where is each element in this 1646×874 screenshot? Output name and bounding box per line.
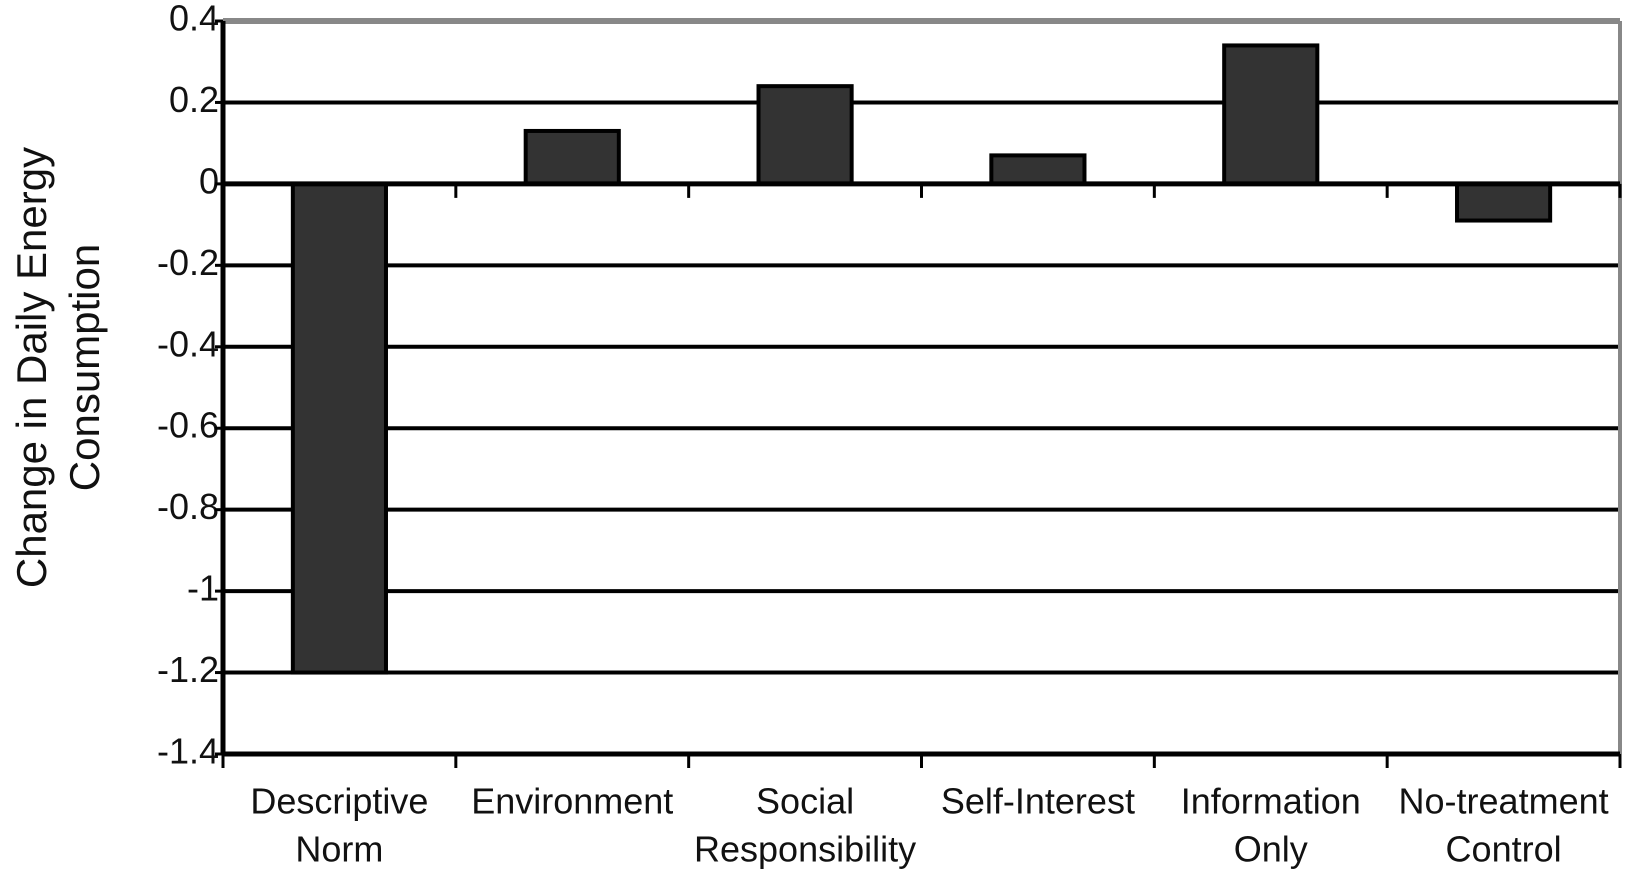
y-tick-label: -0.8 bbox=[157, 486, 219, 527]
bar bbox=[523, 128, 621, 186]
bar bbox=[290, 181, 388, 675]
x-tick-label: Responsibility bbox=[694, 829, 916, 870]
x-tick-label: Self-Interest bbox=[941, 781, 1135, 822]
y-tick-label: -1.4 bbox=[157, 731, 219, 772]
bar bbox=[1455, 181, 1553, 223]
y-tick-label: -0.4 bbox=[157, 323, 219, 364]
y-tick-label: -0.2 bbox=[157, 242, 219, 283]
y-tick-label: -1.2 bbox=[157, 649, 219, 690]
x-tick-label: No-treatment bbox=[1399, 781, 1609, 822]
x-tick-label: Social bbox=[756, 781, 854, 822]
bar bbox=[989, 153, 1087, 186]
y-axis-label: Consumption bbox=[61, 244, 108, 491]
x-tick-label: Environment bbox=[471, 781, 673, 822]
x-tick-label: Descriptive bbox=[250, 781, 428, 822]
y-tick-label: -1 bbox=[187, 568, 219, 609]
y-tick-label: -0.6 bbox=[157, 405, 219, 446]
x-tick-label: Norm bbox=[295, 829, 383, 870]
y-tick-label: 0 bbox=[199, 160, 219, 201]
x-tick-label: Control bbox=[1446, 829, 1562, 870]
y-tick-label: 0.4 bbox=[169, 0, 219, 39]
y-axis-label: Change in Daily Energy bbox=[8, 147, 55, 588]
y-tick-label: 0.2 bbox=[169, 79, 219, 120]
x-tick-label: Only bbox=[1234, 829, 1308, 870]
bar bbox=[756, 84, 854, 186]
bar bbox=[1222, 43, 1320, 186]
x-tick-label: Information bbox=[1181, 781, 1361, 822]
